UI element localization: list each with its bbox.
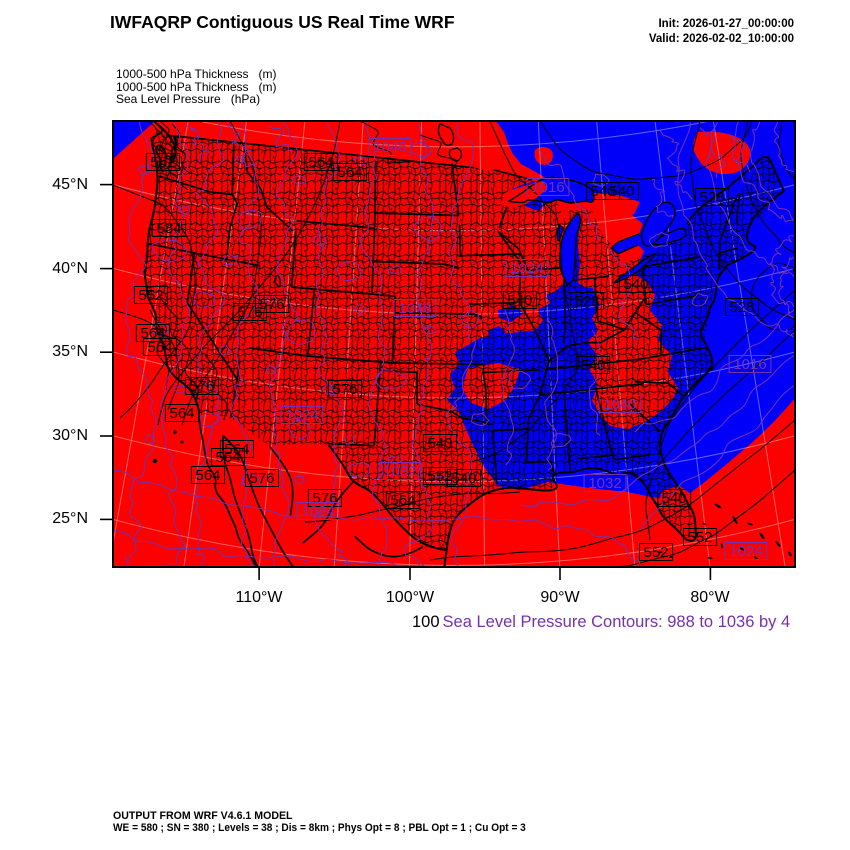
- svg-text:540: 540: [507, 292, 532, 309]
- svg-text:1024: 1024: [729, 543, 762, 560]
- svg-text:1046: 1046: [373, 139, 406, 156]
- svg-text:540: 540: [623, 276, 648, 293]
- svg-text:576: 576: [332, 381, 357, 398]
- svg-text:564: 564: [224, 441, 249, 458]
- svg-text:564: 564: [169, 405, 194, 422]
- svg-text:540: 540: [661, 490, 686, 507]
- svg-text:540: 540: [451, 470, 476, 487]
- svg-text:1040: 1040: [603, 396, 636, 413]
- svg-text:552: 552: [138, 287, 163, 304]
- svg-text:576: 576: [249, 470, 274, 487]
- svg-text:552: 552: [687, 529, 712, 546]
- svg-text:1032: 1032: [383, 463, 416, 480]
- svg-text:540: 540: [427, 435, 452, 452]
- svg-text:1024: 1024: [301, 503, 334, 520]
- svg-text:528: 528: [699, 189, 724, 206]
- svg-text:1048: 1048: [398, 300, 431, 317]
- svg-text:576: 576: [237, 304, 262, 321]
- svg-text:540: 540: [580, 357, 605, 374]
- svg-text:552: 552: [643, 544, 668, 561]
- svg-text:564: 564: [337, 164, 362, 181]
- svg-text:1016: 1016: [531, 179, 564, 196]
- svg-text:564: 564: [215, 449, 240, 466]
- svg-text:576: 576: [259, 296, 284, 313]
- svg-text:528: 528: [574, 293, 599, 310]
- svg-text:552: 552: [427, 468, 452, 485]
- svg-text:564: 564: [390, 492, 415, 509]
- svg-text:576: 576: [189, 378, 214, 395]
- svg-text:564: 564: [308, 154, 333, 171]
- svg-text:540: 540: [609, 183, 634, 200]
- svg-text:1016: 1016: [733, 356, 766, 373]
- svg-text:1024: 1024: [285, 407, 318, 424]
- svg-text:528: 528: [729, 299, 754, 316]
- svg-text:564: 564: [195, 467, 220, 484]
- svg-text:564: 564: [147, 339, 172, 356]
- svg-text:552: 552: [150, 154, 175, 171]
- svg-text:1032: 1032: [588, 475, 621, 492]
- svg-text:1024: 1024: [510, 260, 543, 277]
- svg-text:540: 540: [590, 183, 615, 200]
- svg-text:584: 584: [156, 220, 181, 237]
- svg-text:564: 564: [140, 325, 165, 342]
